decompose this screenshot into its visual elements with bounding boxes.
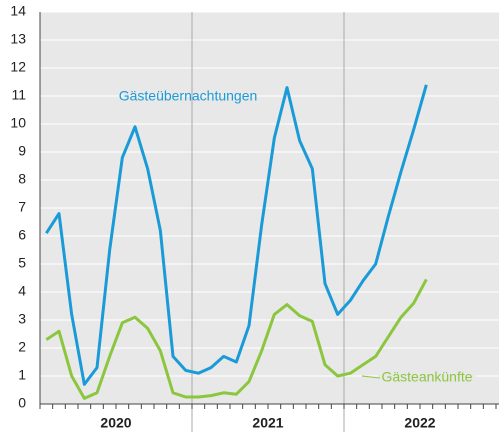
y-tick-label: 9 [18, 143, 26, 159]
y-tick-label: 3 [18, 311, 26, 327]
y-tick-label: 7 [18, 199, 26, 215]
y-tick-label: 1 [18, 367, 26, 383]
y-tick-label: 0 [18, 395, 26, 411]
series-label: Gästeankünfte [381, 369, 472, 385]
y-tick-label: 2 [18, 339, 26, 355]
y-tick-label: 14 [10, 3, 26, 19]
year-label: 2021 [252, 415, 283, 431]
leader-line [361, 375, 381, 379]
label-bg [378, 368, 476, 388]
year-label: 2022 [404, 415, 435, 431]
y-tick-label: 6 [18, 227, 26, 243]
y-tick-label: 8 [18, 171, 26, 187]
y-tick-label: 13 [10, 31, 26, 47]
y-tick-label: 11 [11, 87, 26, 103]
series-line [45, 278, 428, 400]
series-line [45, 84, 428, 386]
y-tick-label: 12 [10, 59, 26, 75]
y-tick-label: 5 [18, 255, 26, 271]
series-label: Gästeübernachtungen [119, 88, 258, 104]
year-label: 2020 [100, 415, 131, 431]
y-tick-label: 10 [10, 115, 26, 131]
y-tick-label: 4 [18, 283, 26, 299]
